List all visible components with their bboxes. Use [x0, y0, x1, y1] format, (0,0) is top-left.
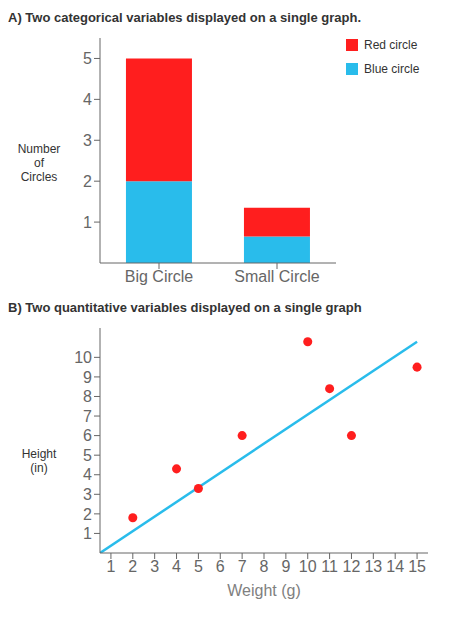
- svg-text:5: 5: [83, 447, 92, 464]
- svg-text:4: 4: [83, 91, 92, 108]
- svg-text:1: 1: [106, 558, 115, 575]
- svg-text:Weight (g): Weight (g): [227, 582, 301, 599]
- svg-text:3: 3: [150, 558, 159, 575]
- svg-text:9: 9: [281, 558, 290, 575]
- svg-text:13: 13: [364, 558, 382, 575]
- html-text:A) Two categorical variables d: A) Two categorical variables displayed o…: [8, 10, 361, 25]
- svg-text:8: 8: [260, 558, 269, 575]
- svg-text:4: 4: [83, 466, 92, 483]
- svg-text:10: 10: [74, 349, 92, 366]
- svg-text:2: 2: [83, 173, 92, 190]
- svg-text:Small Circle: Small Circle: [234, 268, 319, 285]
- svg-text:12: 12: [343, 558, 361, 575]
- svg-text:1: 1: [83, 214, 92, 231]
- svg-text:7: 7: [238, 558, 247, 575]
- html-text:B) Two quantitative variables: B) Two quantitative variables displayed …: [8, 300, 362, 315]
- svg-text:3: 3: [83, 132, 92, 149]
- svg-text:6: 6: [83, 427, 92, 444]
- html-text:Red circle: Red circle: [364, 38, 418, 52]
- svg-text:6: 6: [216, 558, 225, 575]
- svg-text:3: 3: [83, 486, 92, 503]
- svg-text:2: 2: [128, 558, 137, 575]
- svg-text:2: 2: [83, 506, 92, 523]
- svg-text:11: 11: [321, 558, 338, 575]
- svg-text:10: 10: [299, 558, 317, 575]
- svg-text:5: 5: [83, 50, 92, 67]
- svg-text:9: 9: [83, 369, 92, 386]
- html-text:Height (in): Height (in): [21, 446, 57, 475]
- svg-text:1: 1: [83, 525, 92, 542]
- svg-text:15: 15: [408, 558, 426, 575]
- html-text:Number of Circles: Number of Circles: [17, 142, 61, 184]
- svg-text:8: 8: [83, 388, 92, 405]
- svg-text:Big Circle: Big Circle: [125, 268, 194, 285]
- svg-text:4: 4: [172, 558, 181, 575]
- svg-text:5: 5: [194, 558, 203, 575]
- html-text:Blue circle: Blue circle: [364, 62, 420, 76]
- svg-text:7: 7: [83, 408, 92, 425]
- svg-text:14: 14: [386, 558, 404, 575]
